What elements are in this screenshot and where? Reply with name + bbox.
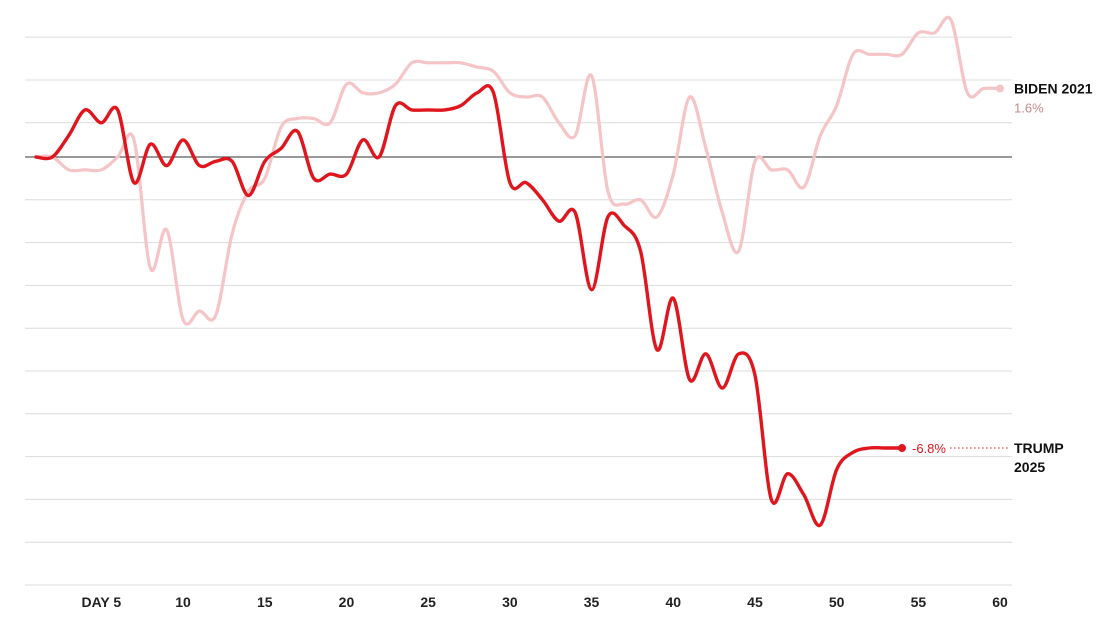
x-tick-label: 30 — [502, 594, 518, 610]
x-tick-label: 15 — [257, 594, 273, 610]
gridlines — [25, 36, 1012, 586]
x-tick-label: 25 — [420, 594, 436, 610]
x-tick-label: 50 — [829, 594, 845, 610]
x-tick-label: 20 — [339, 594, 355, 610]
trump-2025-endpoint — [898, 444, 907, 453]
x-tick-label: 55 — [911, 594, 927, 610]
series-labels: BIDEN 2021 1.6% -6.8% TRUMP 2025 — [912, 81, 1093, 476]
series-lines — [34, 15, 1005, 528]
trump-2025-line — [34, 84, 904, 528]
biden-2021-label: BIDEN 2021 — [1014, 81, 1093, 97]
x-tick-label: 40 — [665, 594, 681, 610]
x-tick-label: 35 — [584, 594, 600, 610]
x-tick-label: 45 — [747, 594, 763, 610]
trump-2025-value: -6.8% — [912, 441, 946, 456]
biden-2021-endpoint — [996, 84, 1005, 93]
x-tick-label: 60 — [992, 594, 1008, 610]
biden-2021-line — [34, 15, 1002, 326]
x-axis: DAY 5 10 15 20 25 30 35 40 45 50 55 60 — [82, 594, 1009, 610]
biden-2021-value: 1.6% — [1014, 101, 1044, 116]
x-tick-label: DAY 5 — [82, 594, 122, 610]
trump-2025-label-year: 2025 — [1014, 459, 1045, 475]
trump-2025-label: TRUMP — [1014, 440, 1064, 456]
x-tick-label: 10 — [175, 594, 191, 610]
